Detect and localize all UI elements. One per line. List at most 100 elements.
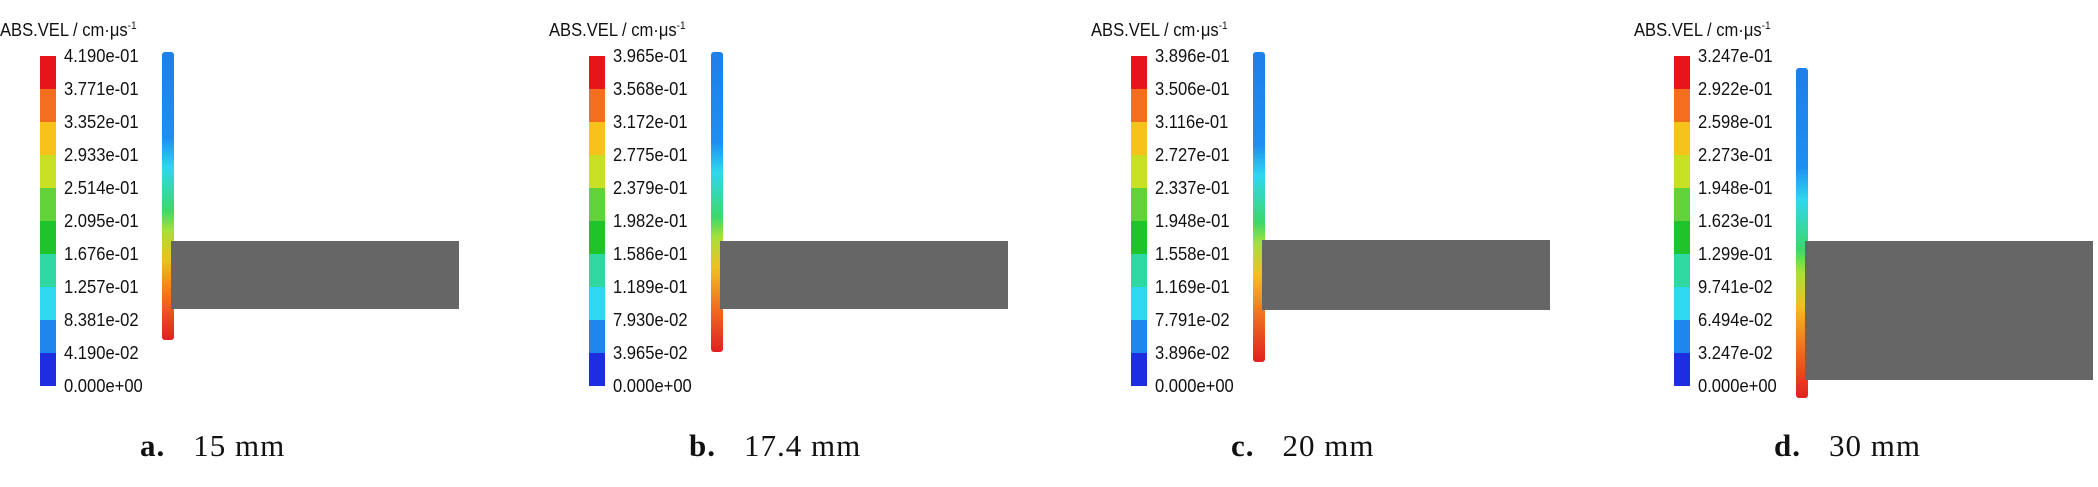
legend-title: ABS.VEL / cm·μs-1 [0, 20, 137, 41]
caption: a. 15 mm [140, 428, 285, 464]
colorbar-segment [1131, 188, 1147, 221]
caption: c. 20 mm [1231, 428, 1375, 464]
colorbar-tick-label: 2.273e-01 [1698, 145, 1773, 165]
panel: ABS.VEL / cm·μs-1 3.965e-01 3.568e-01 3.172… [549, 0, 1109, 487]
colorbar-segment [40, 287, 56, 320]
colorbar-tick-label: 0.000e+00 [64, 376, 143, 396]
colorbar-tick-label: 1.586e-01 [613, 244, 688, 264]
colorbar-tick-label: 3.965e-02 [613, 343, 688, 363]
colorbar-segment [1674, 89, 1690, 122]
colorbar-tick-label: 2.775e-01 [613, 145, 688, 165]
colorbar-tick-label: 3.352e-01 [64, 112, 139, 132]
colorbar-segment [1674, 353, 1690, 386]
legend-title: ABS.VEL / cm·μs-1 [1634, 20, 1771, 41]
colorbar-segment [589, 221, 605, 254]
legend-title-text: ABS.VEL / cm·μs [549, 20, 677, 40]
colorbar-segment [40, 254, 56, 287]
colorbar-segment [589, 353, 605, 386]
colorbar-tick-label: 3.896e-01 [1155, 46, 1230, 66]
colorbar-segment [1674, 188, 1690, 221]
legend-title: ABS.VEL / cm·μs-1 [549, 20, 686, 41]
colorbar-tick-label: 7.791e-02 [1155, 310, 1230, 330]
colorbar-tick-label: 2.095e-01 [64, 211, 139, 231]
colorbar-tick-label: 3.172e-01 [613, 112, 688, 132]
colorbar-tick-label: 2.922e-01 [1698, 79, 1773, 99]
colorbar-segment [1674, 254, 1690, 287]
legend-title: ABS.VEL / cm·μs-1 [1091, 20, 1228, 41]
caption: d. 30 mm [1774, 428, 1921, 464]
colorbar-segment [589, 287, 605, 320]
legend-exponent: -1 [1218, 20, 1228, 32]
colorbar-tick-label: 2.598e-01 [1698, 112, 1773, 132]
colorbar-segment [1131, 353, 1147, 386]
colorbar-tick-label: 0.000e+00 [1698, 376, 1777, 396]
caption-letter: a. [140, 428, 166, 463]
colorbar-tick-label: 3.506e-01 [1155, 79, 1230, 99]
colorbar-segment [1674, 287, 1690, 320]
colorbar-segment [40, 155, 56, 188]
colorbar-segment [1131, 155, 1147, 188]
colorbar-tick-label: 2.337e-01 [1155, 178, 1230, 198]
colorbar-tick-label: 8.381e-02 [64, 310, 139, 330]
caption-letter: c. [1231, 428, 1255, 463]
colorbar-segment [1674, 320, 1690, 353]
projectile [1262, 240, 1550, 310]
colorbar-segment [40, 353, 56, 386]
colorbar-segment [40, 221, 56, 254]
colorbar-tick-label: 6.494e-02 [1698, 310, 1773, 330]
colorbar-tick-label: 2.379e-01 [613, 178, 688, 198]
colorbar-tick-label: 1.982e-01 [613, 211, 688, 231]
colorbar-tick-label: 0.000e+00 [613, 376, 692, 396]
colorbar-tick-label: 1.948e-01 [1698, 178, 1773, 198]
colorbar-segment [1131, 287, 1147, 320]
colorbar-segment [1131, 221, 1147, 254]
colorbar-tick-label: 1.299e-01 [1698, 244, 1773, 264]
colorbar-segment [589, 188, 605, 221]
colorbar-segment [1674, 155, 1690, 188]
colorbar-segment [589, 56, 605, 89]
colorbar-tick-label: 1.948e-01 [1155, 211, 1230, 231]
legend-exponent: -1 [1761, 20, 1771, 32]
colorbar-segment [40, 188, 56, 221]
colorbar-segment [1131, 89, 1147, 122]
colorbar-tick-label: 2.933e-01 [64, 145, 139, 165]
colorbar-tick-label: 3.247e-02 [1698, 343, 1773, 363]
colorbar-tick-label: 0.000e+00 [1155, 376, 1234, 396]
colorbar-tick-label: 1.676e-01 [64, 244, 139, 264]
caption-text: 30 mm [1829, 428, 1921, 463]
projectile [171, 241, 459, 309]
caption-text: 15 mm [193, 428, 286, 463]
projectile [720, 241, 1008, 309]
legend-title-text: ABS.VEL / cm·μs [1091, 20, 1219, 40]
colorbar-segment [40, 89, 56, 122]
colorbar-tick-label: 7.930e-02 [613, 310, 688, 330]
colorbar-tick-label: 1.169e-01 [1155, 277, 1230, 297]
colorbar-tick-label: 3.771e-01 [64, 79, 139, 99]
colorbar-segment [589, 254, 605, 287]
caption: b. 17.4 mm [689, 428, 861, 464]
colorbar-tick-label: 3.247e-01 [1698, 46, 1773, 66]
legend-title-text: ABS.VEL / cm·μs [0, 20, 128, 40]
colorbar-tick-label: 9.741e-02 [1698, 277, 1773, 297]
panel: ABS.VEL / cm·μs-1 3.247e-01 2.922e-01 2.598… [1634, 0, 2098, 487]
caption-letter: d. [1774, 428, 1801, 463]
colorbar-segment [1674, 122, 1690, 155]
velocity-field [1253, 52, 1265, 362]
panel: ABS.VEL / cm·μs-1 4.190e-01 3.771e-01 3.352… [0, 0, 560, 487]
colorbar-segment [589, 122, 605, 155]
caption-letter: b. [689, 428, 716, 463]
colorbar-segment [1674, 221, 1690, 254]
colorbar-tick-label: 4.190e-02 [64, 343, 139, 363]
colorbar-tick-label: 3.116e-01 [1155, 112, 1229, 132]
colorbar-tick-label: 1.189e-01 [613, 277, 688, 297]
colorbar-segment [1674, 56, 1690, 89]
colorbar-segment [589, 155, 605, 188]
colorbar-segment [589, 320, 605, 353]
colorbar-segment [1131, 122, 1147, 155]
colorbar-segment [40, 320, 56, 353]
caption-text: 20 mm [1282, 428, 1375, 463]
colorbar-tick-label: 2.727e-01 [1155, 145, 1230, 165]
colorbar-segment [1131, 320, 1147, 353]
colorbar-tick-label: 3.965e-01 [613, 46, 688, 66]
